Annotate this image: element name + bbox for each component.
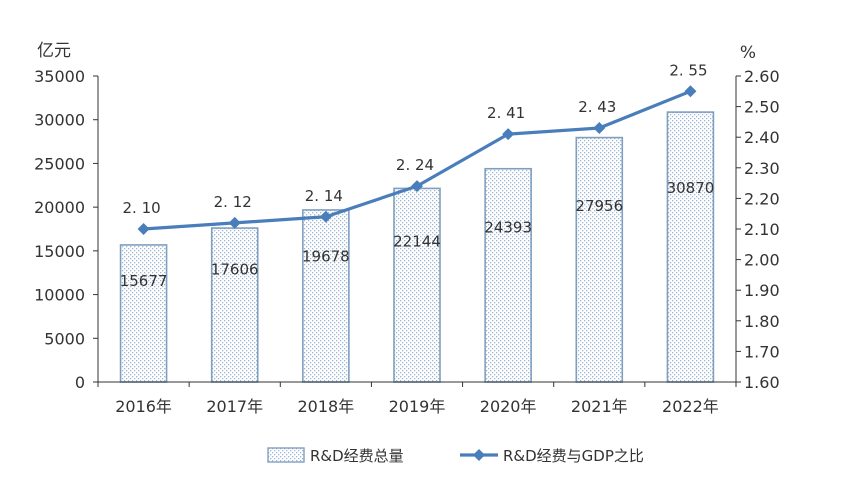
line-data-label: 2. 41 xyxy=(487,104,525,122)
bar-data-label: 27956 xyxy=(575,197,623,215)
y-left-tick-label: 10000 xyxy=(34,286,85,305)
ratio-point xyxy=(593,122,606,135)
x-tick-label: 2019年 xyxy=(389,397,446,416)
y-right-tick-label: 2.50 xyxy=(744,98,780,117)
y-left-tick-label: 25000 xyxy=(34,154,85,173)
bar xyxy=(119,244,168,383)
y-left-tick-label: 30000 xyxy=(34,111,85,130)
line-data-label: 2. 12 xyxy=(214,193,252,211)
bar xyxy=(302,209,350,383)
y-left-tick-label: 0 xyxy=(75,373,85,392)
line-data-label: 2. 10 xyxy=(122,199,160,217)
y-right-tick-label: 1.90 xyxy=(744,281,780,300)
line-data-label: 2. 24 xyxy=(396,156,434,174)
line-data-label: 2. 14 xyxy=(305,187,343,205)
line-data-label: 2. 55 xyxy=(669,61,707,79)
y-left-tick-label: 35000 xyxy=(34,67,85,86)
y-right-unit: % xyxy=(740,43,756,63)
bar xyxy=(210,227,259,383)
bar xyxy=(393,187,441,383)
bar xyxy=(666,111,715,383)
y-left-tick-label: 20000 xyxy=(34,198,85,217)
ratio-point xyxy=(502,128,515,141)
y-right-tick-label: 2.60 xyxy=(744,67,780,86)
x-tick-label: 2017年 xyxy=(206,397,263,416)
ratio-point xyxy=(411,180,423,193)
bar-data-label: 22144 xyxy=(393,232,441,250)
y-right-tick-label: 2.40 xyxy=(744,128,780,147)
x-tick-label: 2021年 xyxy=(571,397,628,416)
x-tick-label: 2022年 xyxy=(662,397,719,416)
line-data-label: 2. 43 xyxy=(578,98,616,116)
y-right-tick-label: 1.60 xyxy=(744,373,780,392)
ratio-point xyxy=(137,223,150,235)
x-tick-label: 2018年 xyxy=(297,397,354,416)
y-left-tick-label: 15000 xyxy=(34,242,85,261)
legend-line-label: R&D经费与GDP之比 xyxy=(503,447,644,465)
bar-data-label: 24393 xyxy=(484,219,532,237)
y-right-tick-label: 1.70 xyxy=(744,342,780,361)
x-tick-label: 2020年 xyxy=(480,397,537,416)
x-tick-label: 2016年 xyxy=(115,397,172,416)
bar xyxy=(484,167,532,383)
bar-data-label: 19678 xyxy=(302,248,350,266)
y-right-tick-label: 2.10 xyxy=(744,220,780,239)
y-left-unit: 亿元 xyxy=(37,41,71,61)
bar-data-label: 17606 xyxy=(211,260,259,278)
y-right-tick-label: 2.30 xyxy=(744,159,780,178)
legend-bar-label: R&D经费总量 xyxy=(310,447,404,465)
legend-line-marker xyxy=(473,449,485,461)
y-right-tick-label: 1.80 xyxy=(744,312,780,331)
ratio-point xyxy=(319,210,332,223)
y-right-tick-label: 2.20 xyxy=(744,189,780,208)
y-right-tick-label: 2.00 xyxy=(744,251,780,270)
ratio-point xyxy=(684,85,697,98)
ratio-point xyxy=(228,216,241,229)
bar xyxy=(575,136,624,383)
bar-data-label: 15677 xyxy=(120,272,168,290)
y-left-tick-label: 5000 xyxy=(44,329,85,348)
bar-data-label: 30870 xyxy=(667,179,715,197)
legend-bar-swatch xyxy=(267,447,305,463)
